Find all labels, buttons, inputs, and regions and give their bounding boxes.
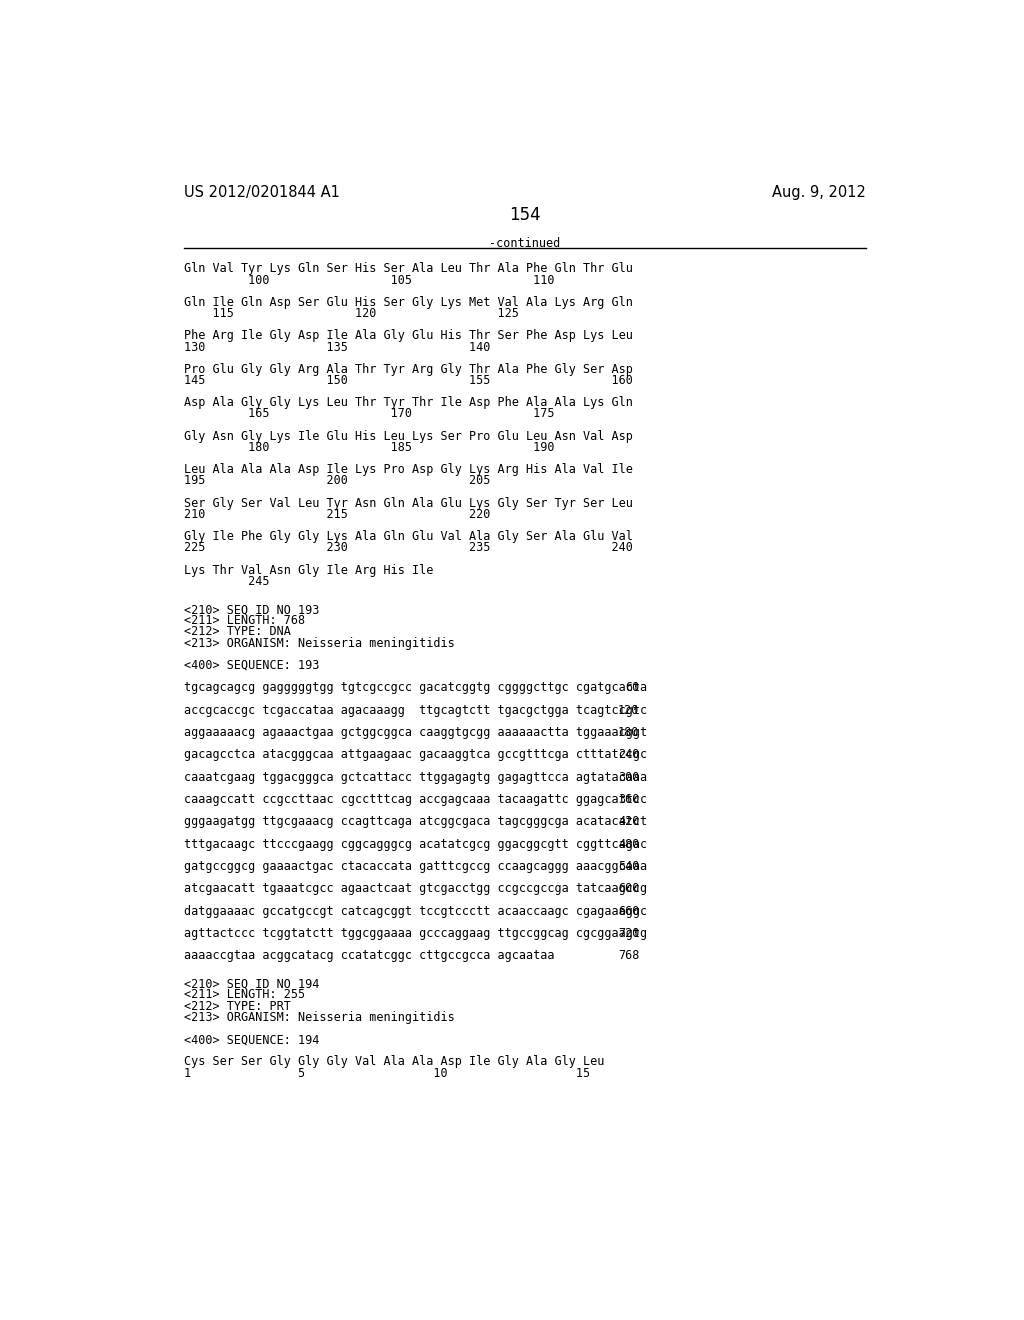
Text: -continued: -continued bbox=[489, 238, 560, 249]
Text: atcgaacatt tgaaatcgcc agaactcaat gtcgacctgg ccgccgccga tatcaagccg: atcgaacatt tgaaatcgcc agaactcaat gtcgacc… bbox=[183, 882, 647, 895]
Text: <211> LENGTH: 768: <211> LENGTH: 768 bbox=[183, 614, 305, 627]
Text: tgcagcagcg gagggggtgg tgtcgccgcc gacatcggtg cggggcttgc cgatgcacta: tgcagcagcg gagggggtgg tgtcgccgcc gacatcg… bbox=[183, 681, 647, 694]
Text: Leu Ala Ala Ala Asp Ile Lys Pro Asp Gly Lys Arg His Ala Val Ile: Leu Ala Ala Ala Asp Ile Lys Pro Asp Gly … bbox=[183, 463, 633, 477]
Text: 300: 300 bbox=[618, 771, 640, 784]
Text: <213> ORGANISM: Neisseria meningitidis: <213> ORGANISM: Neisseria meningitidis bbox=[183, 636, 455, 649]
Text: 180: 180 bbox=[618, 726, 640, 739]
Text: Aug. 9, 2012: Aug. 9, 2012 bbox=[772, 185, 866, 201]
Text: Gly Asn Gly Lys Ile Glu His Leu Lys Ser Pro Glu Leu Asn Val Asp: Gly Asn Gly Lys Ile Glu His Leu Lys Ser … bbox=[183, 430, 633, 442]
Text: 145                 150                 155                 160: 145 150 155 160 bbox=[183, 374, 633, 387]
Text: Asp Ala Gly Gly Lys Leu Thr Tyr Thr Ile Asp Phe Ala Ala Lys Gln: Asp Ala Gly Gly Lys Leu Thr Tyr Thr Ile … bbox=[183, 396, 633, 409]
Text: accgcaccgc tcgaccataa agacaaagg  ttgcagtctt tgacgctgga tcagtccgtc: accgcaccgc tcgaccataa agacaaagg ttgcagtc… bbox=[183, 704, 647, 717]
Text: agttactccc tcggtatctt tggcggaaaa gcccaggaag ttgccggcag cgcggaagtg: agttactccc tcggtatctt tggcggaaaa gcccagg… bbox=[183, 927, 647, 940]
Text: Phe Arg Ile Gly Asp Ile Ala Gly Glu His Thr Ser Phe Asp Lys Leu: Phe Arg Ile Gly Asp Ile Ala Gly Glu His … bbox=[183, 330, 633, 342]
Text: 60: 60 bbox=[626, 681, 640, 694]
Text: caaagccatt ccgccttaac cgcctttcag accgagcaaa tacaagattc ggagcattcc: caaagccatt ccgccttaac cgcctttcag accgagc… bbox=[183, 793, 647, 807]
Text: 720: 720 bbox=[618, 927, 640, 940]
Text: gatgccggcg gaaaactgac ctacaccata gatttcgccg ccaagcaggg aaacggcaaa: gatgccggcg gaaaactgac ctacaccata gatttcg… bbox=[183, 859, 647, 873]
Text: 480: 480 bbox=[618, 838, 640, 850]
Text: US 2012/0201844 A1: US 2012/0201844 A1 bbox=[183, 185, 340, 201]
Text: gggaagatgg ttgcgaaacg ccagttcaga atcggcgaca tagcgggcga acatacatct: gggaagatgg ttgcgaaacg ccagttcaga atcggcg… bbox=[183, 816, 647, 828]
Text: 245: 245 bbox=[183, 576, 269, 587]
Text: <210> SEQ ID NO 193: <210> SEQ ID NO 193 bbox=[183, 603, 319, 616]
Text: Cys Ser Ser Gly Gly Gly Val Ala Ala Asp Ile Gly Ala Gly Leu: Cys Ser Ser Gly Gly Gly Val Ala Ala Asp … bbox=[183, 1056, 604, 1068]
Text: 600: 600 bbox=[618, 882, 640, 895]
Text: 180                 185                 190: 180 185 190 bbox=[183, 441, 554, 454]
Text: 120: 120 bbox=[618, 704, 640, 717]
Text: 768: 768 bbox=[618, 949, 640, 962]
Text: 130                 135                 140: 130 135 140 bbox=[183, 341, 490, 354]
Text: 165                 170                 175: 165 170 175 bbox=[183, 408, 554, 421]
Text: 154: 154 bbox=[509, 206, 541, 224]
Text: caaatcgaag tggacgggca gctcattacc ttggagagtg gagagttcca agtatacaaa: caaatcgaag tggacgggca gctcattacc ttggaga… bbox=[183, 771, 647, 784]
Text: Pro Glu Gly Gly Arg Ala Thr Tyr Arg Gly Thr Ala Phe Gly Ser Asp: Pro Glu Gly Gly Arg Ala Thr Tyr Arg Gly … bbox=[183, 363, 633, 376]
Text: 195                 200                 205: 195 200 205 bbox=[183, 474, 490, 487]
Text: Ser Gly Ser Val Leu Tyr Asn Gln Ala Glu Lys Gly Ser Tyr Ser Leu: Ser Gly Ser Val Leu Tyr Asn Gln Ala Glu … bbox=[183, 496, 633, 510]
Text: Gln Val Tyr Lys Gln Ser His Ser Ala Leu Thr Ala Phe Gln Thr Glu: Gln Val Tyr Lys Gln Ser His Ser Ala Leu … bbox=[183, 263, 633, 276]
Text: 210                 215                 220: 210 215 220 bbox=[183, 508, 490, 521]
Text: <210> SEQ ID NO 194: <210> SEQ ID NO 194 bbox=[183, 977, 319, 990]
Text: gacagcctca atacgggcaa attgaagaac gacaaggtca gccgtttcga ctttatccgc: gacagcctca atacgggcaa attgaagaac gacaagg… bbox=[183, 748, 647, 762]
Text: 240: 240 bbox=[618, 748, 640, 762]
Text: Gly Ile Phe Gly Gly Lys Ala Gln Glu Val Ala Gly Ser Ala Glu Val: Gly Ile Phe Gly Gly Lys Ala Gln Glu Val … bbox=[183, 531, 633, 544]
Text: aaaaccgtaa acggcatacg ccatatcggc cttgccgcca agcaataa: aaaaccgtaa acggcatacg ccatatcggc cttgccg… bbox=[183, 949, 554, 962]
Text: <213> ORGANISM: Neisseria meningitidis: <213> ORGANISM: Neisseria meningitidis bbox=[183, 1011, 455, 1024]
Text: 225                 230                 235                 240: 225 230 235 240 bbox=[183, 541, 633, 554]
Text: <212> TYPE: PRT: <212> TYPE: PRT bbox=[183, 999, 291, 1012]
Text: 115                 120                 125: 115 120 125 bbox=[183, 308, 519, 319]
Text: 100                 105                 110: 100 105 110 bbox=[183, 273, 554, 286]
Text: <211> LENGTH: 255: <211> LENGTH: 255 bbox=[183, 989, 305, 1002]
Text: 1               5                  10                  15: 1 5 10 15 bbox=[183, 1067, 590, 1080]
Text: <212> TYPE: DNA: <212> TYPE: DNA bbox=[183, 626, 291, 639]
Text: tttgacaagc ttcccgaagg cggcagggcg acatatcgcg ggacggcgtt cggttcagac: tttgacaagc ttcccgaagg cggcagggcg acatatc… bbox=[183, 838, 647, 850]
Text: <400> SEQUENCE: 193: <400> SEQUENCE: 193 bbox=[183, 659, 319, 672]
Text: datggaaaac gccatgccgt catcagcggt tccgtccctt acaaccaagc cgagaaaggc: datggaaaac gccatgccgt catcagcggt tccgtcc… bbox=[183, 904, 647, 917]
Text: Lys Thr Val Asn Gly Ile Arg His Ile: Lys Thr Val Asn Gly Ile Arg His Ile bbox=[183, 564, 433, 577]
Text: Gln Ile Gln Asp Ser Glu His Ser Gly Lys Met Val Ala Lys Arg Gln: Gln Ile Gln Asp Ser Glu His Ser Gly Lys … bbox=[183, 296, 633, 309]
Text: 420: 420 bbox=[618, 816, 640, 828]
Text: aggaaaaacg agaaactgaa gctggcggca caaggtgcgg aaaaaactta tggaaacggt: aggaaaaacg agaaactgaa gctggcggca caaggtg… bbox=[183, 726, 647, 739]
Text: 540: 540 bbox=[618, 859, 640, 873]
Text: 360: 360 bbox=[618, 793, 640, 807]
Text: <400> SEQUENCE: 194: <400> SEQUENCE: 194 bbox=[183, 1034, 319, 1047]
Text: 660: 660 bbox=[618, 904, 640, 917]
